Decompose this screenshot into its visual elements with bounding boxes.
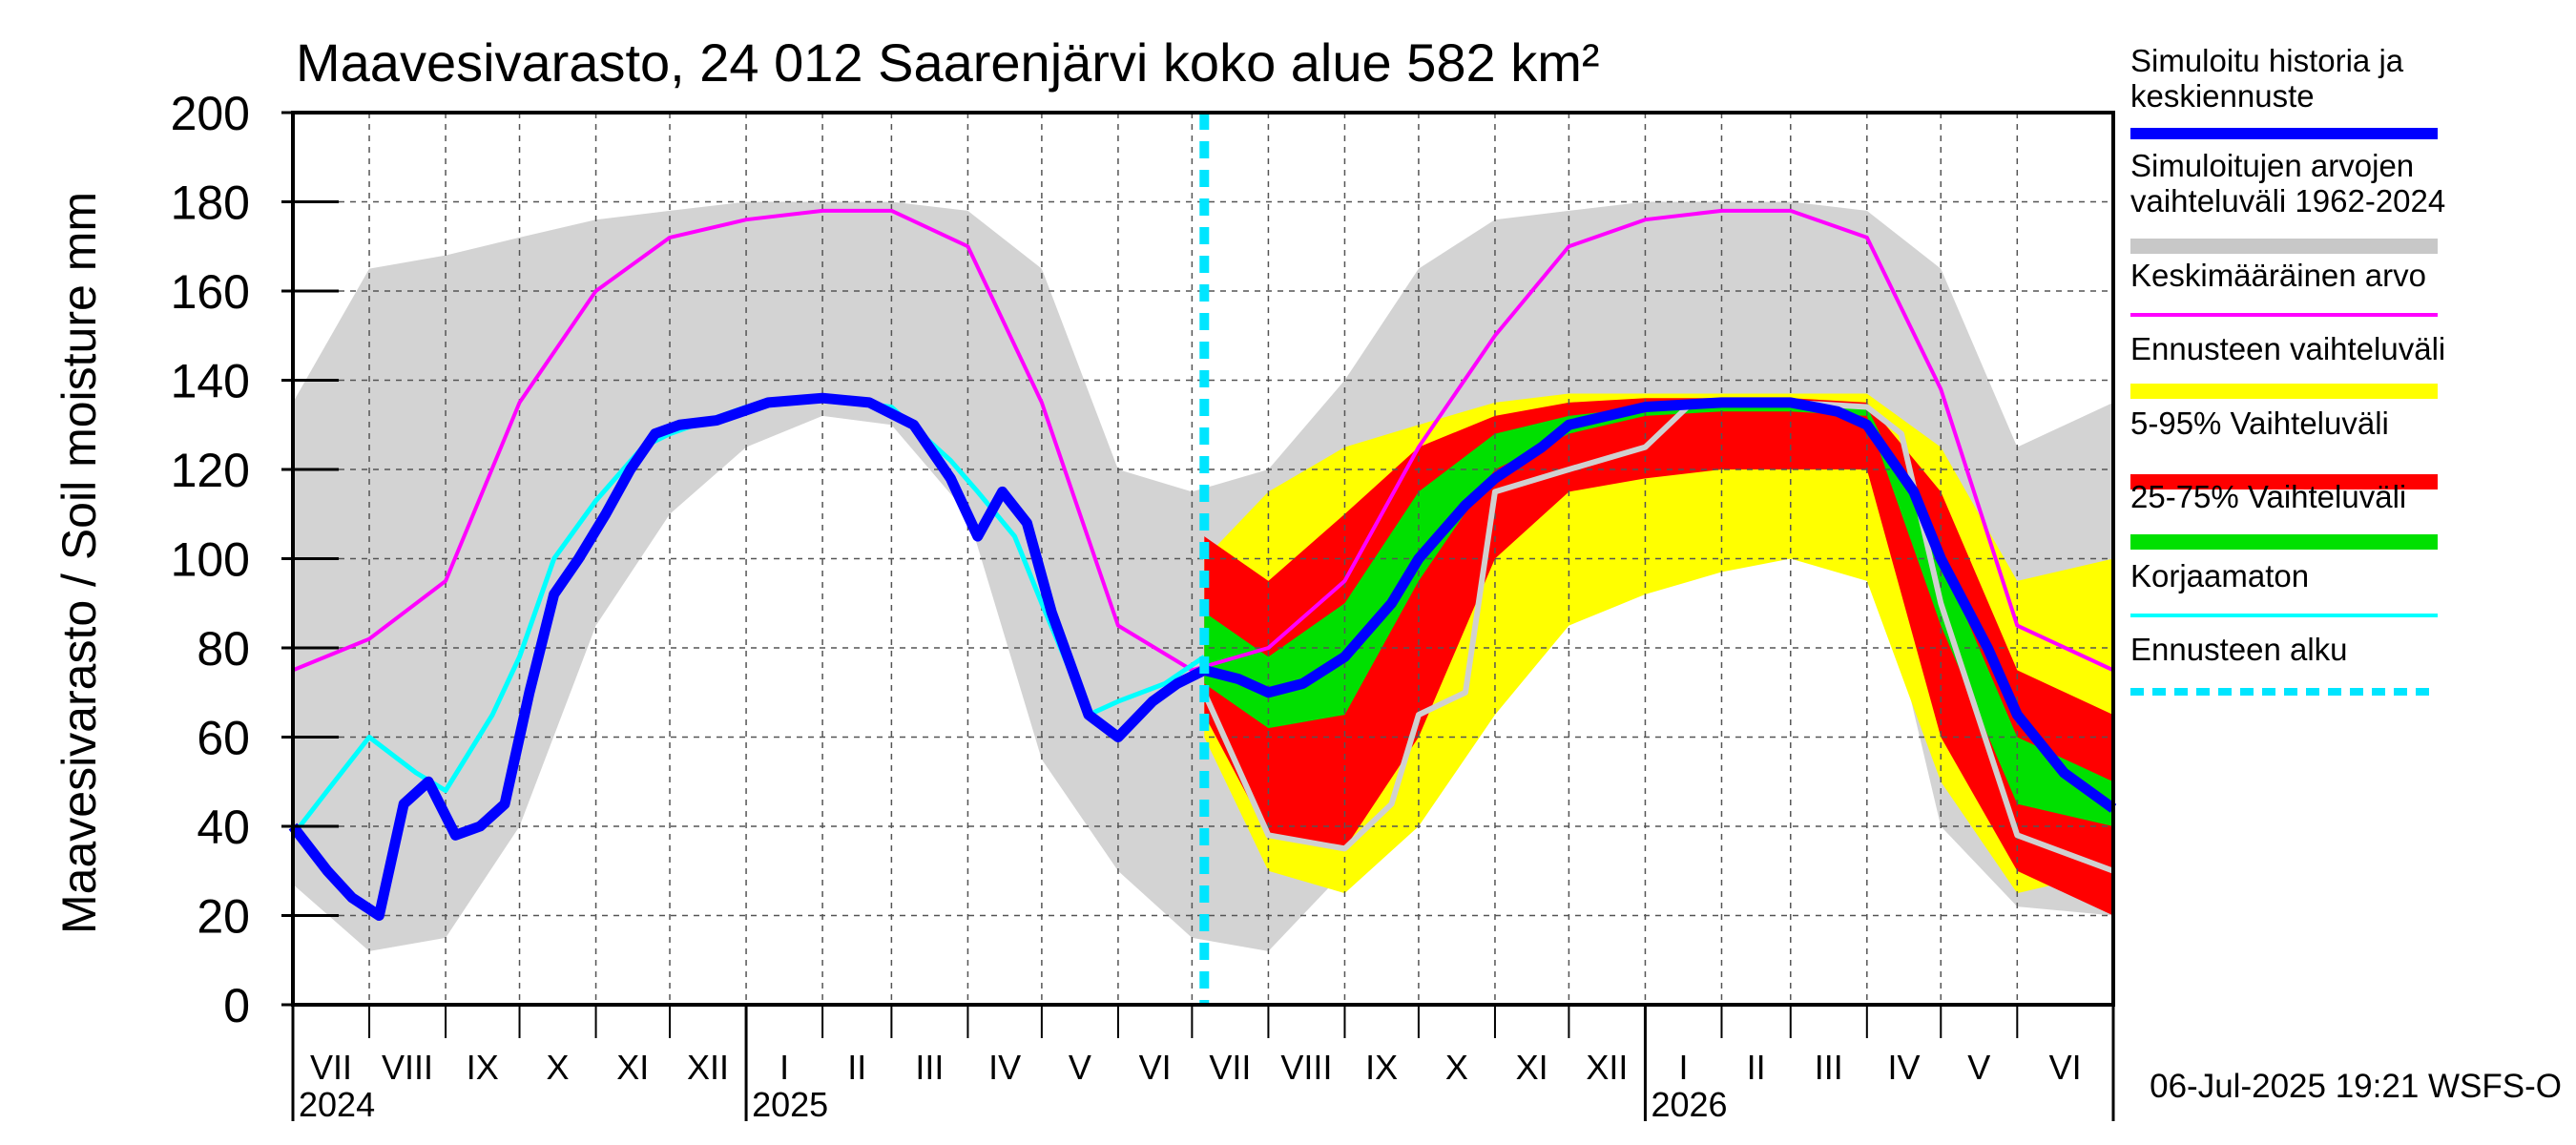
x-month-label-20: III — [1815, 1048, 1843, 1087]
legend-label-1: Simuloitujen arvojen — [2130, 148, 2414, 183]
x-month-label-17: XII — [1586, 1048, 1628, 1087]
x-month-label-8: III — [915, 1048, 944, 1087]
legend-label-3: Ennusteen vaihteluväli — [2130, 331, 2445, 366]
x-month-label-22: V — [1967, 1048, 1990, 1087]
x-month-label-7: II — [847, 1048, 866, 1087]
x-year-label-2026: 2026 — [1651, 1085, 1727, 1124]
x-axis: VII VIII IX X XI XII I II III IV V VI VII VIII IX X XI XI… — [291, 1003, 2115, 1124]
x-month-label-13: VIII — [1280, 1048, 1332, 1087]
legend-label-0: Simuloitu historia ja — [2130, 43, 2404, 78]
x-month-label-14: IX — [1365, 1048, 1398, 1087]
x-year-label-2024: 2024 — [299, 1085, 375, 1124]
x-month-label-23: VI — [2049, 1048, 2082, 1087]
x-month-label-21: IV — [1888, 1048, 1921, 1087]
y-axis-ticks: 0 20 40 60 80 100 120 140 160 180 200 — [171, 87, 339, 1032]
legend-label-1-line-1: vaihteluväli 1962-2024 — [2130, 183, 2445, 219]
chart-title: Maavesivarasto, 24 012 Saarenjärvi koko … — [296, 32, 1600, 93]
legend-label-5: 25-75% Vaihteluväli — [2130, 479, 2406, 514]
x-month-label-6: I — [779, 1048, 789, 1087]
x-month-label-0: VII — [310, 1048, 352, 1087]
legend-label-0-line-1: keskiennuste — [2130, 78, 2315, 114]
y-tick-label-20: 20 — [197, 890, 250, 944]
legend-label-4: 5-95% Vaihteluväli — [2130, 406, 2389, 441]
y-tick-label-100: 100 — [171, 533, 250, 587]
legend-label-6: Korjaamaton — [2130, 558, 2309, 593]
y-axis-label: Maavesivarasto / Soil moisture mm — [52, 192, 106, 934]
y-tick-label-200: 200 — [171, 87, 250, 140]
y-tick-label-80: 80 — [197, 622, 250, 676]
x-month-label-1: VIII — [382, 1048, 433, 1087]
y-tick-label-140: 140 — [171, 355, 250, 408]
y-tick-label-40: 40 — [197, 801, 250, 854]
x-month-label-15: X — [1445, 1048, 1468, 1087]
x-month-label-4: XI — [616, 1048, 649, 1087]
x-month-label-2: IX — [467, 1048, 499, 1087]
legend-label-7: Ennusteen alku — [2130, 632, 2348, 667]
y-tick-label-0: 0 — [223, 979, 250, 1032]
x-month-label-11: VI — [1139, 1048, 1172, 1087]
x-month-label-16: XI — [1516, 1048, 1548, 1087]
y-tick-label-160: 160 — [171, 265, 250, 319]
lines-layer — [288, 208, 2117, 921]
y-tick-label-120: 120 — [171, 444, 250, 497]
x-month-label-5: XII — [687, 1048, 729, 1087]
series-line-keskimaarainen-arvo — [292, 208, 2114, 673]
band-25-75-vaihteluvali — [1204, 402, 2113, 826]
x-year-label-2025: 2025 — [752, 1085, 828, 1124]
x-month-label-9: IV — [988, 1048, 1021, 1087]
series-line-simuloitu-historia-ja-keskiennuste — [288, 392, 2117, 921]
x-month-label-3: X — [547, 1048, 570, 1087]
y-tick-label-180: 180 — [171, 177, 250, 230]
x-month-label-18: I — [1678, 1048, 1688, 1087]
x-month-label-12: VII — [1209, 1048, 1251, 1087]
x-month-label-19: II — [1747, 1048, 1766, 1087]
y-tick-label-60: 60 — [197, 712, 250, 765]
legend-label-2: Keskimääräinen arvo — [2130, 258, 2426, 293]
x-month-label-10: V — [1069, 1048, 1091, 1087]
footer-timestamp: 06-Jul-2025 19:21 WSFS-O — [2150, 1068, 2562, 1105]
